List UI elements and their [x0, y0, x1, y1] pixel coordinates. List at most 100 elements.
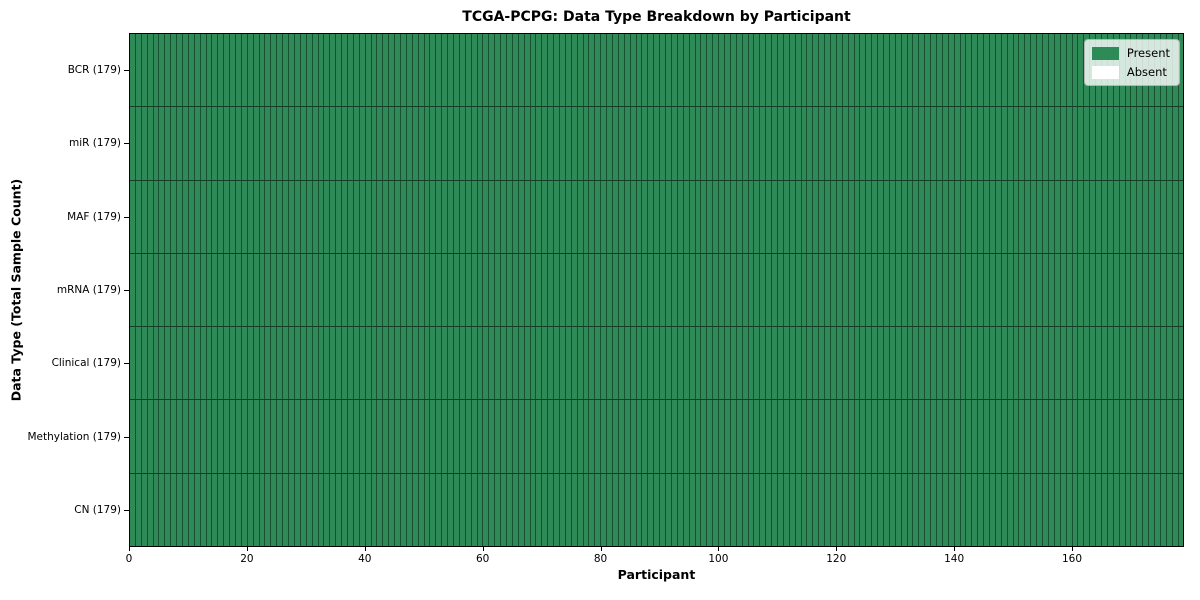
cell [819, 327, 826, 400]
cell [866, 180, 873, 253]
cell [194, 180, 201, 253]
cell [1019, 34, 1026, 107]
cell [507, 34, 513, 107]
cell [948, 253, 955, 327]
cell [289, 400, 295, 473]
cell [141, 327, 148, 400]
cell [336, 473, 343, 546]
y-tick-label: Methylation (179) [27, 430, 121, 443]
cell [990, 327, 996, 400]
cell [689, 107, 696, 180]
cell [736, 253, 743, 327]
cell [1160, 253, 1167, 327]
x-tick-label: 20 [240, 553, 254, 565]
cell [424, 473, 431, 546]
cell [695, 34, 702, 107]
cell [1078, 400, 1085, 473]
cell [730, 180, 737, 253]
cell [683, 253, 690, 327]
cell [1172, 107, 1179, 180]
cell [595, 107, 602, 180]
cell [218, 400, 225, 473]
cell [1084, 473, 1091, 546]
cell [1160, 327, 1167, 400]
cell [400, 180, 407, 253]
cell [530, 34, 537, 107]
cell [801, 34, 808, 107]
cell [171, 34, 178, 107]
cell [501, 180, 507, 253]
cell [306, 253, 313, 327]
cell [942, 400, 949, 473]
cell [571, 327, 578, 400]
cell [300, 180, 307, 253]
cell [742, 327, 749, 400]
cell [542, 253, 549, 327]
cell [560, 34, 566, 107]
cell [666, 180, 672, 253]
cell [518, 400, 525, 473]
cell [347, 34, 354, 107]
cell [371, 180, 378, 253]
cell [554, 327, 561, 400]
x-tick-mark [600, 547, 602, 551]
cell [1154, 327, 1161, 400]
cell [878, 473, 884, 546]
cell [241, 327, 248, 400]
cell [512, 107, 519, 180]
cell [495, 400, 502, 473]
cell [253, 400, 260, 473]
cell [1066, 327, 1073, 400]
cell [671, 34, 678, 107]
cell [424, 34, 431, 107]
cell [878, 34, 884, 107]
cell [565, 473, 572, 546]
cell [265, 473, 272, 546]
cell [135, 400, 142, 473]
cell [995, 34, 1002, 107]
cell [701, 34, 708, 107]
cell [895, 107, 902, 180]
cell [830, 180, 837, 253]
cell [153, 327, 160, 400]
cell [1031, 107, 1038, 180]
cell [347, 180, 354, 253]
cell [306, 34, 313, 107]
cell [1166, 253, 1173, 327]
legend: Present Absent [1083, 39, 1180, 86]
cell [719, 400, 725, 473]
cell [153, 34, 160, 107]
cell [1178, 400, 1184, 473]
cell [336, 400, 343, 473]
cell [188, 400, 195, 473]
cell [895, 180, 902, 253]
cell [1149, 400, 1155, 473]
cell [889, 180, 896, 253]
cell [719, 180, 725, 253]
cell [359, 180, 366, 253]
cell [925, 253, 932, 327]
cell [1078, 180, 1085, 253]
cell [919, 327, 926, 400]
cell [683, 327, 690, 400]
cell [872, 107, 879, 180]
y-tick-mark [124, 216, 129, 218]
cell [948, 180, 955, 253]
cell [830, 107, 837, 180]
cell [713, 107, 720, 180]
cell [177, 34, 184, 107]
cell [607, 400, 614, 473]
cell [825, 107, 831, 180]
cell [524, 473, 531, 546]
cell [247, 34, 254, 107]
cell [459, 180, 466, 253]
cell [1066, 473, 1073, 546]
cell [995, 180, 1002, 253]
cell [524, 327, 531, 400]
cell [389, 473, 396, 546]
cell [271, 34, 278, 107]
cell [1096, 400, 1102, 473]
y-tick-mark [124, 363, 129, 365]
cell [984, 107, 991, 180]
cell [990, 473, 996, 546]
